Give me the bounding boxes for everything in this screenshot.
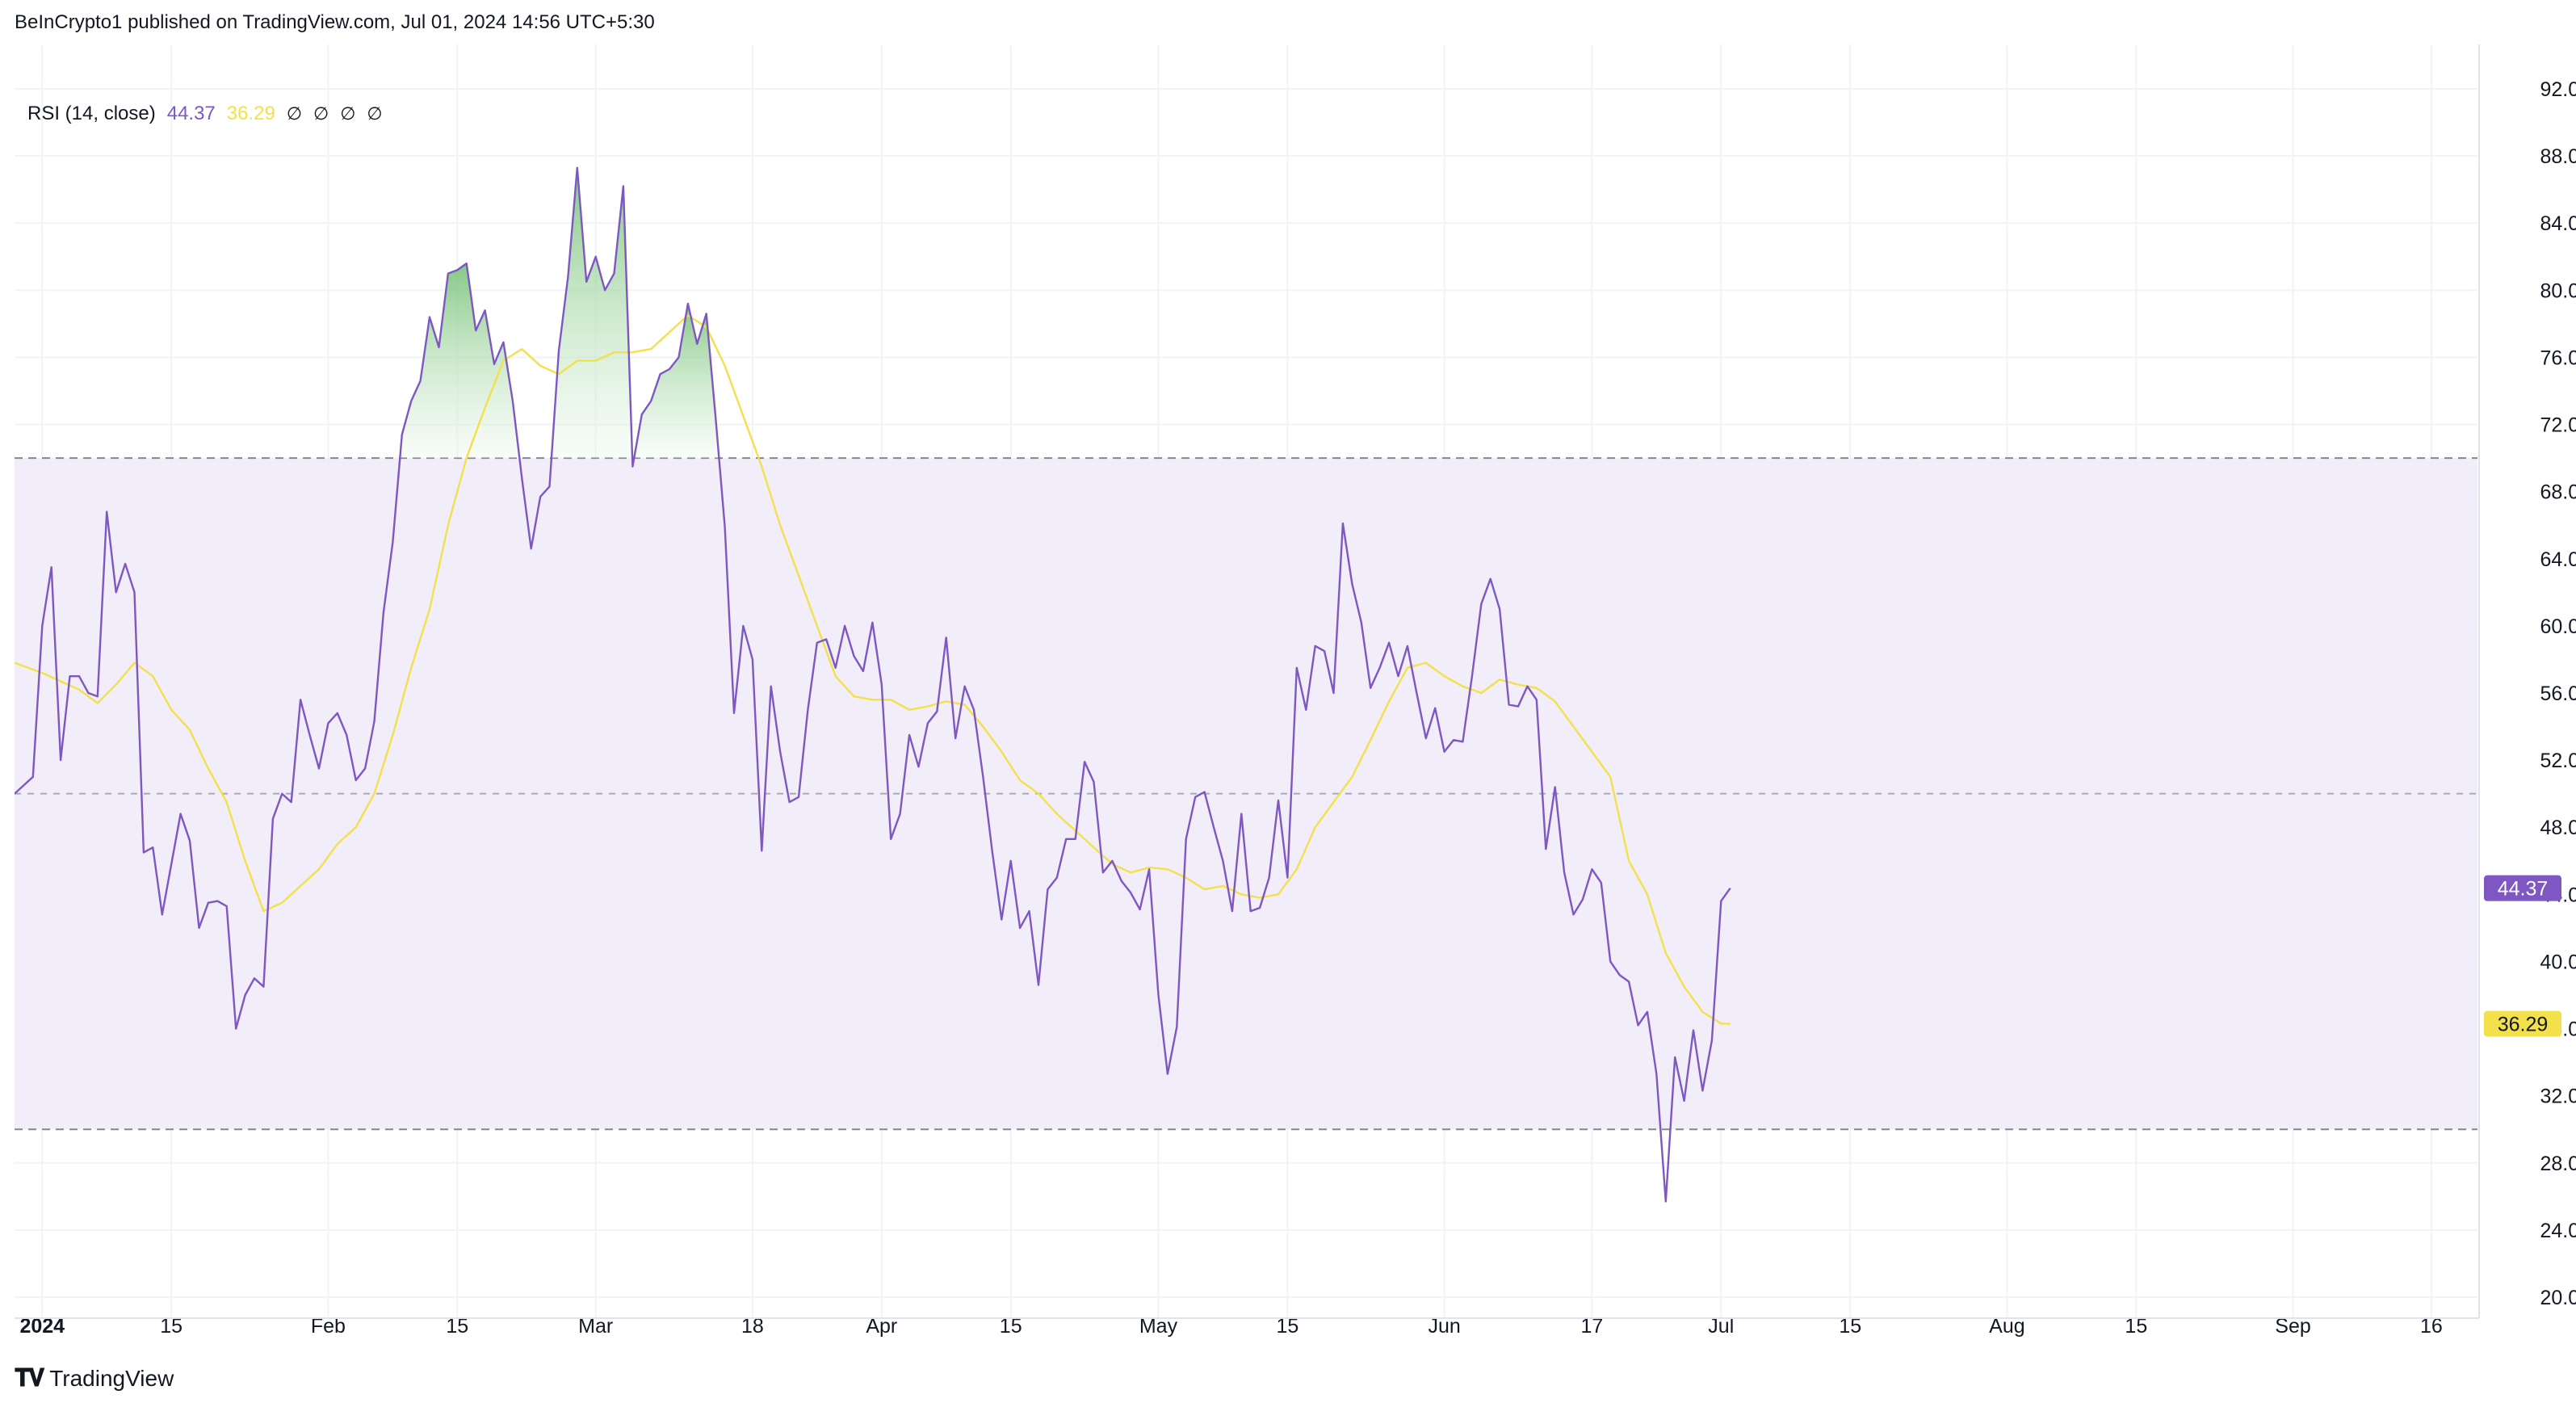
y-tick-label: 60.00 — [2540, 615, 2576, 638]
y-tick-label: 92.00 — [2540, 78, 2576, 101]
y-tick-label: 72.00 — [2540, 414, 2576, 437]
y-tick-label: 32.00 — [2540, 1086, 2576, 1108]
rsi-chart[interactable]: 92.00 88.00 84.00 80.00 76.00 72.00 68.00 64.00… — [0, 44, 2576, 1350]
indicator-legend[interactable]: RSI (14, close) 44.37 36.29 ∅ ∅ ∅ ∅ — [27, 103, 383, 125]
y-tick-label: 52.00 — [2540, 750, 2576, 772]
rsi-last-value-badge-text: 44.37 — [2498, 878, 2549, 901]
y-tick-label: 88.00 — [2540, 145, 2576, 168]
tradingview-logo-icon: 𝐓𝐕 — [15, 1365, 44, 1392]
hidden-value-icon: ∅ — [286, 103, 303, 124]
rsi-chart-svg[interactable]: 92.00 88.00 84.00 80.00 76.00 72.00 68.00 64.00… — [0, 44, 2576, 1350]
y-tick-label: 76.00 — [2540, 346, 2576, 369]
tradingview-logo[interactable]: 𝐓𝐕 TradingView — [15, 1365, 174, 1392]
hidden-value-icon: ∅ — [367, 103, 383, 124]
ma-legend-value: 36.29 — [226, 103, 275, 124]
rsi-ma-line — [15, 314, 1731, 1025]
rsi-last-value-badge — [2484, 875, 2561, 901]
ma-last-value-badge — [2484, 1010, 2561, 1037]
y-tick-label: 56.00 — [2540, 682, 2576, 705]
y-tick-label: 28.00 — [2540, 1153, 2576, 1175]
y-tick-label: 40.00 — [2540, 951, 2576, 973]
rsi-legend-value: 44.37 — [166, 103, 216, 124]
rsi-line — [15, 166, 1731, 1203]
hidden-value-icon: ∅ — [313, 103, 329, 124]
tradingview-logo-text: TradingView — [49, 1366, 174, 1391]
publisher-line: BeInCrypto1 published on TradingView.com… — [15, 11, 655, 33]
y-tick-label: 64.00 — [2540, 548, 2576, 571]
ma-last-value-badge-text: 36.29 — [2498, 1014, 2549, 1036]
y-tick-label: 48.00 — [2540, 817, 2576, 839]
y-tick-label: 68.00 — [2540, 481, 2576, 504]
y-tick-label: 24.00 — [2540, 1220, 2576, 1242]
overbought-fill — [400, 263, 520, 459]
y-tick-label: 80.00 — [2540, 279, 2576, 302]
y-tick-label: 20.00 — [2540, 1287, 2576, 1309]
y-tick-label: 84.00 — [2540, 212, 2576, 235]
hidden-value-icon: ∅ — [340, 103, 356, 124]
indicator-name[interactable]: RSI (14, close) — [27, 103, 156, 124]
